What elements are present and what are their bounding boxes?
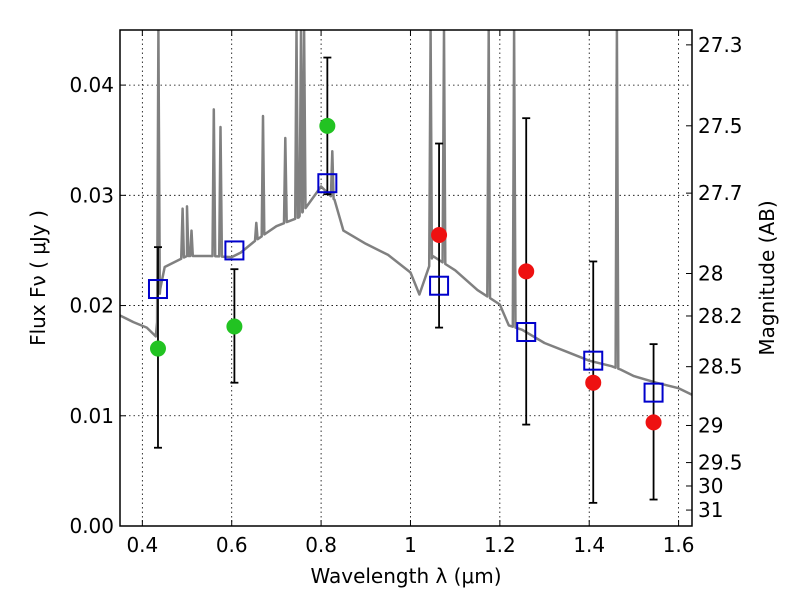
data-point [518, 263, 535, 280]
error-bars [153, 56, 658, 504]
y2-tick-label: 28.5 [698, 355, 743, 379]
data-point [645, 414, 662, 431]
y2-tick-label: 27.5 [698, 114, 743, 138]
y2-tick-label: 31 [698, 498, 723, 522]
y2-tick-label: 30 [698, 474, 723, 498]
y-axis-label: Flux Fν ( μJy ) [26, 210, 50, 346]
model-point [317, 173, 338, 194]
axis-ticks: 0.4 0.6 0.8 1 1.2 1.4 1.6 0.00 0.01 0.02 0.03 0.04 2… [69, 30, 743, 557]
data-point [149, 340, 166, 357]
model-point [643, 382, 664, 403]
y2-tick-label: 27.3 [698, 33, 743, 57]
data-point [431, 227, 448, 244]
y-tick-label: 0.03 [69, 183, 114, 207]
model-point [429, 275, 450, 296]
y2-tick-label: 29 [698, 413, 723, 437]
data-point [226, 318, 243, 335]
y-tick-label: 0.02 [69, 294, 114, 318]
x-tick-label: 0.8 [305, 533, 337, 557]
x-tick-label: 0.4 [126, 533, 158, 557]
model-point [147, 279, 168, 300]
data-markers [147, 117, 664, 431]
model-point [224, 240, 245, 261]
model-point [583, 350, 604, 371]
y2-tick-label: 28 [698, 261, 723, 285]
model-point [516, 322, 537, 343]
model-spectrum [120, 30, 692, 396]
y2-tick-label: 28.2 [698, 304, 743, 328]
y2-tick-label: 29.5 [698, 451, 743, 475]
y2-axis-label: Magnitude (AB) [755, 200, 779, 355]
x-tick-label: 1.6 [663, 533, 695, 557]
y-tick-label: 0.04 [69, 73, 114, 97]
x-axis-label: Wavelength λ (μm) [310, 564, 501, 588]
x-tick-label: 1.2 [484, 533, 516, 557]
y2-tick-label: 27.7 [698, 181, 743, 205]
plot-frame [119, 29, 693, 527]
data-point [319, 117, 336, 134]
grid-lines [120, 30, 692, 527]
data-point [585, 374, 602, 391]
y-tick-label: 0.01 [69, 404, 114, 428]
x-tick-label: 1.4 [573, 533, 605, 557]
x-tick-label: 1 [404, 533, 417, 557]
spectrum-line [120, 30, 692, 396]
x-tick-label: 0.6 [216, 533, 248, 557]
y-tick-label: 0.00 [69, 514, 114, 538]
